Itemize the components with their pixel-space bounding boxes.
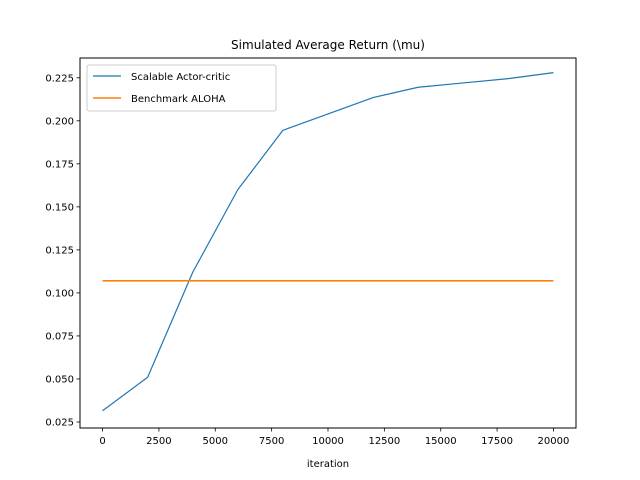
y-tick-label: 0.150 — [45, 202, 74, 213]
y-axis: 0.025 0.050 0.075 0.100 0.125 0.150 0.175 0.200… — [45, 73, 80, 428]
x-tick-label: 15000 — [425, 436, 457, 447]
y-tick-label: 0.100 — [45, 288, 74, 299]
x-tick-label: 17500 — [481, 436, 513, 447]
series-line-1 — [102, 72, 554, 412]
legend-box — [86, 64, 277, 112]
y-tick-label: 0.175 — [45, 159, 74, 170]
x-tick-label: 12500 — [368, 436, 400, 447]
y-tick-label: 0.050 — [45, 374, 74, 385]
x-axis: 0 2500 5000 7500 10000 12500 15000 17500 20000 — [99, 428, 569, 447]
x-axis-label: iteration — [307, 459, 349, 470]
y-tick-label: 0.075 — [45, 331, 74, 342]
y-tick-label: 0.025 — [45, 417, 74, 428]
legend-label-2: Benchmark ALOHA — [131, 94, 226, 105]
x-tick-label: 5000 — [203, 436, 228, 447]
x-tick-label: 2500 — [146, 436, 171, 447]
legend: Scalable Actor-critic Benchmark ALOHA — [86, 64, 277, 112]
y-tick-label: 0.200 — [45, 116, 74, 127]
x-tick-label: 10000 — [312, 436, 344, 447]
y-tick-label: 0.225 — [45, 73, 74, 84]
legend-label-1: Scalable Actor-critic — [131, 72, 230, 83]
chart-title: Simulated Average Return (\mu) — [231, 38, 425, 52]
x-tick-label: 20000 — [538, 436, 570, 447]
x-tick-label: 7500 — [259, 436, 284, 447]
series-layer — [102, 72, 554, 412]
y-tick-label: 0.125 — [45, 245, 74, 256]
x-tick-label: 0 — [99, 436, 105, 447]
